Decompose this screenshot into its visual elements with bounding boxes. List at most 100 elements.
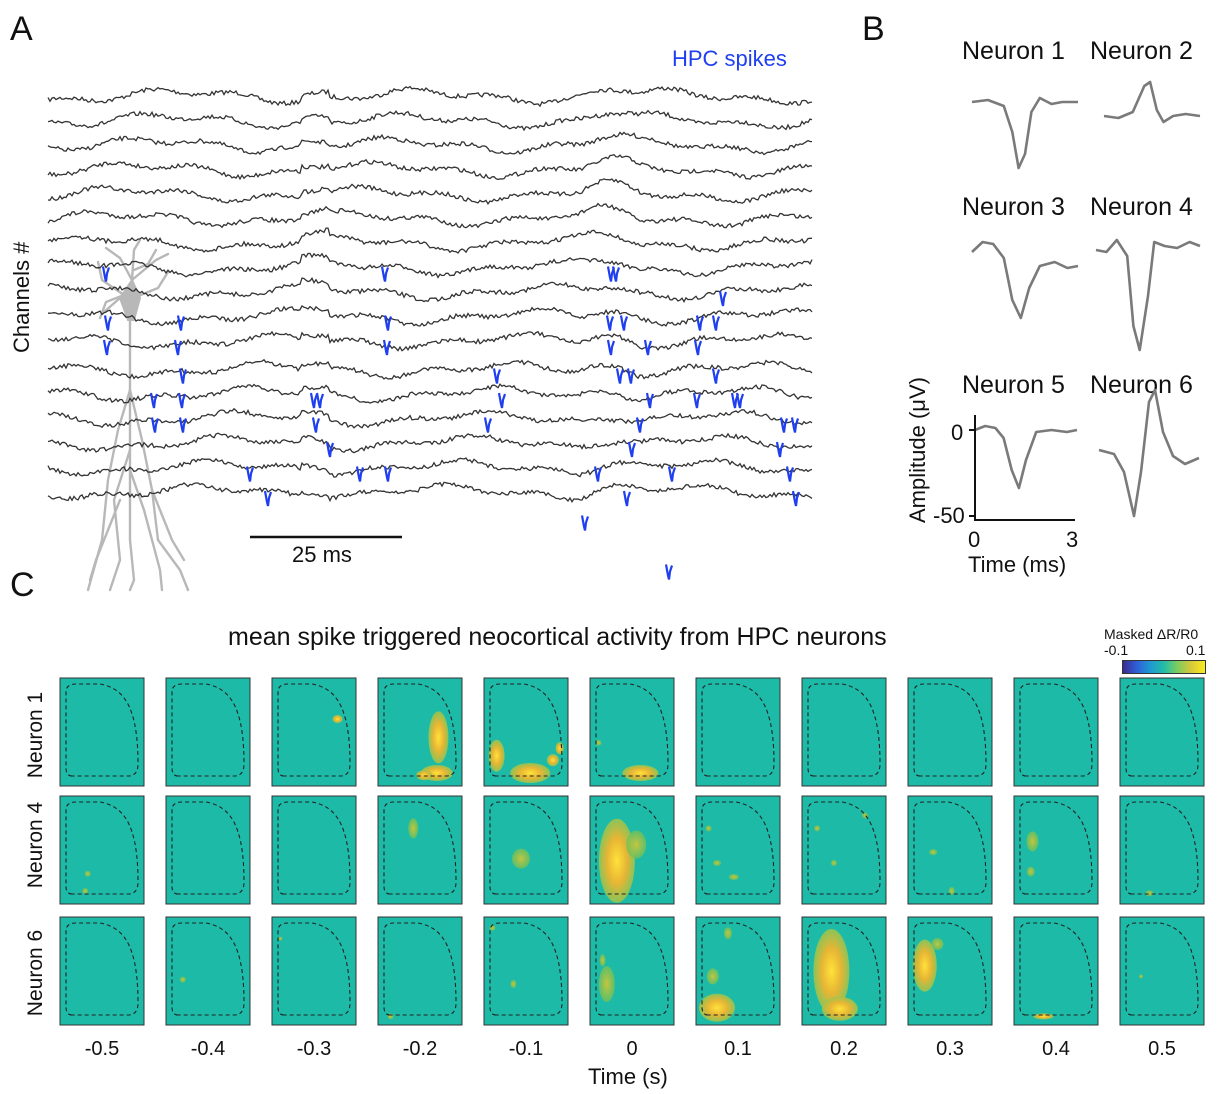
neuron-dendrite <box>98 293 126 320</box>
activity-blob <box>84 870 91 877</box>
map-background <box>165 677 251 787</box>
activity-blob <box>1026 866 1035 877</box>
cortex-outline <box>595 801 669 895</box>
activity-map-cell <box>271 916 357 1026</box>
cortex-outline <box>65 801 139 895</box>
activity-blob <box>821 996 858 1021</box>
time-xtick-3: 3 <box>1066 527 1079 552</box>
activity-map-cell <box>1119 677 1205 787</box>
col-tick-9: 0.4 <box>1042 1038 1070 1060</box>
spike-waveform <box>971 240 1079 320</box>
activity-map-cell <box>377 916 463 1026</box>
neuron-title-2: Neuron 2 <box>1090 37 1193 65</box>
spike-mark <box>711 368 721 384</box>
neuron-title-6: Neuron 6 <box>1090 371 1193 399</box>
waveforms-plot <box>969 80 1201 521</box>
activity-map-cell <box>377 795 463 905</box>
lfp-trace <box>47 178 813 205</box>
cortex-outline <box>701 922 775 1016</box>
activity-map-cell <box>1013 916 1099 1026</box>
cortex-outline <box>489 801 563 895</box>
activity-blob <box>278 936 283 941</box>
col-tick-7: 0.2 <box>830 1038 858 1060</box>
cortex-outline <box>1125 801 1199 895</box>
neuron-dendrite <box>132 248 158 272</box>
cortex-outline <box>171 801 245 895</box>
lfp-trace <box>47 153 813 181</box>
activity-map-cell <box>377 677 463 787</box>
activity-blob <box>705 825 712 832</box>
map-background <box>907 677 993 787</box>
cortex-outline <box>489 922 563 1016</box>
spike-mark <box>102 339 112 356</box>
map-background <box>165 795 251 905</box>
spike-mark <box>790 417 800 433</box>
map-background <box>165 916 251 1026</box>
spike-mark <box>245 466 255 482</box>
map-background <box>271 795 357 905</box>
spike-mark <box>785 466 795 482</box>
activity-blob <box>723 927 732 940</box>
spike-mark <box>263 490 273 507</box>
spike-mark <box>643 339 653 356</box>
map-background <box>801 677 887 787</box>
neuron-dendrite <box>156 538 190 592</box>
map-background <box>695 795 781 905</box>
spike-waveform <box>1103 80 1201 124</box>
neuron-dendrite <box>102 296 122 314</box>
map-background <box>1119 916 1205 1026</box>
activity-map-cell <box>695 677 781 787</box>
amp-ytick-0: 0 <box>951 420 964 445</box>
col-tick-10: 0.5 <box>1148 1038 1176 1060</box>
col-tick-4: -0.1 <box>508 1038 544 1060</box>
activity-map-cell <box>907 916 993 1026</box>
spike-mark <box>635 417 645 433</box>
spike-mark <box>718 290 728 307</box>
activity-blob <box>595 739 602 746</box>
spike-mark <box>775 441 785 458</box>
spike-mark <box>606 339 616 356</box>
activity-map-cell <box>801 916 887 1026</box>
spike-mark <box>177 392 187 409</box>
lfp-trace <box>47 227 812 254</box>
activity-blob <box>598 818 635 903</box>
neuron-dendrite <box>130 238 142 282</box>
col-tick-8: 0.3 <box>936 1038 964 1060</box>
spike-mark <box>178 417 188 433</box>
neuron-dendrite <box>108 448 132 592</box>
cortex-outline <box>171 922 245 1016</box>
cortex-outline <box>807 801 881 895</box>
map-background <box>483 795 569 905</box>
maps-xlabel: Time (s) <box>588 1064 668 1089</box>
col-tick-1: -0.4 <box>190 1038 226 1060</box>
activity-map-cell <box>483 795 569 905</box>
cortex-outline <box>913 801 987 895</box>
activity-blob <box>1145 890 1154 897</box>
spike-mark <box>383 466 393 482</box>
activity-blob <box>830 859 837 866</box>
lfp-trace <box>47 131 813 156</box>
cortex-outline <box>65 683 139 777</box>
activity-blob <box>387 1013 394 1020</box>
cortex-outline <box>701 801 775 895</box>
activity-map-cell <box>483 677 569 787</box>
cortex-outline <box>595 683 669 777</box>
neuron-dendrite <box>130 252 170 282</box>
spike-mark <box>627 441 637 458</box>
spike-mark <box>497 392 507 409</box>
colorbar <box>1122 660 1206 674</box>
col-tick-3: -0.2 <box>402 1038 438 1060</box>
cortex-outline <box>1125 922 1199 1016</box>
map-background <box>271 916 357 1026</box>
spike-mark <box>355 466 365 482</box>
spike-mark <box>149 392 159 409</box>
activity-map-cell <box>589 916 675 1026</box>
lfp-trace <box>47 383 813 404</box>
cortex-outline <box>383 801 457 895</box>
spike-mark <box>103 315 113 331</box>
activity-blob <box>428 711 449 764</box>
panel-c-title: mean spike triggered neocortical activit… <box>228 623 887 651</box>
activity-map-cell <box>59 916 145 1026</box>
activity-map-cell <box>695 916 781 1026</box>
col-tick-6: 0.1 <box>724 1038 752 1060</box>
